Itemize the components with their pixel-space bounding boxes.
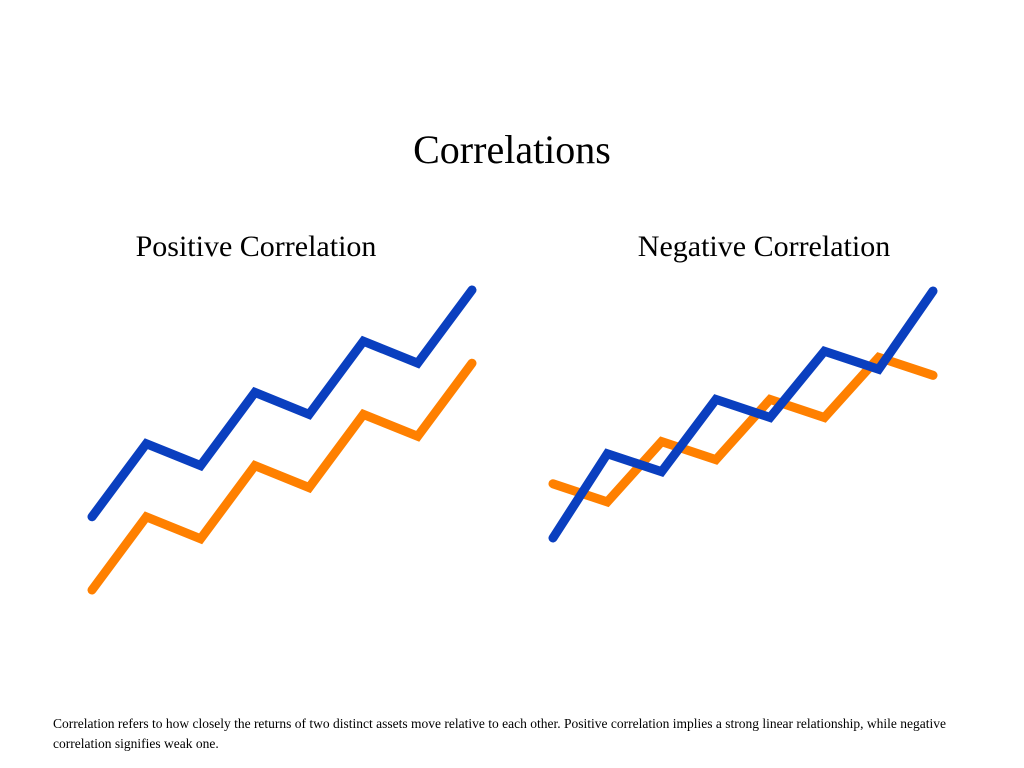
orange-series-line <box>87 358 477 595</box>
caption-text: Correlation refers to how closely the re… <box>53 716 947 751</box>
negative-correlation-title: Negative Correlation <box>637 230 891 263</box>
blue-series-line <box>87 285 477 522</box>
orange-series-line <box>548 352 938 508</box>
blue-series-line <box>548 286 938 543</box>
negative-correlation-chart <box>548 286 938 543</box>
positive-correlation-chart <box>87 285 477 595</box>
positive-correlation-title: Positive Correlation <box>135 230 377 263</box>
slide-title: Correlations <box>413 127 611 172</box>
